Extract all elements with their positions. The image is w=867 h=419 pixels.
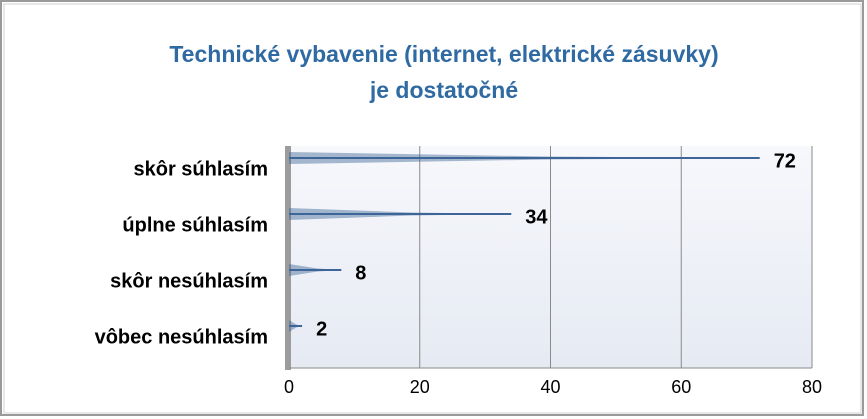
data-label: 34	[525, 206, 548, 228]
frame-inner	[3, 3, 862, 414]
bar	[289, 208, 512, 220]
chart-title: Technické vybavenie (internet, elektrick…	[169, 41, 718, 67]
data-label: 72	[774, 150, 796, 172]
y-tick-label: skôr nesúhlasím	[110, 270, 268, 292]
y-tick-label: vôbec nesúhlasím	[95, 326, 268, 348]
data-label: 8	[355, 262, 366, 284]
x-tick-label: 0	[284, 377, 294, 397]
data-label: 2	[316, 318, 327, 340]
bar	[289, 152, 760, 164]
bar	[289, 264, 342, 276]
x-tick-label: 80	[802, 377, 822, 397]
x-tick-label: 60	[671, 377, 691, 397]
chart-title: je dostatočné	[369, 77, 518, 103]
axis-wall	[285, 146, 291, 370]
y-tick-label: úplne súhlasím	[122, 214, 268, 236]
y-tick-label: skôr súhlasím	[133, 158, 268, 180]
x-tick-label: 20	[410, 377, 430, 397]
bar	[289, 320, 303, 332]
x-tick-label: 40	[540, 377, 560, 397]
